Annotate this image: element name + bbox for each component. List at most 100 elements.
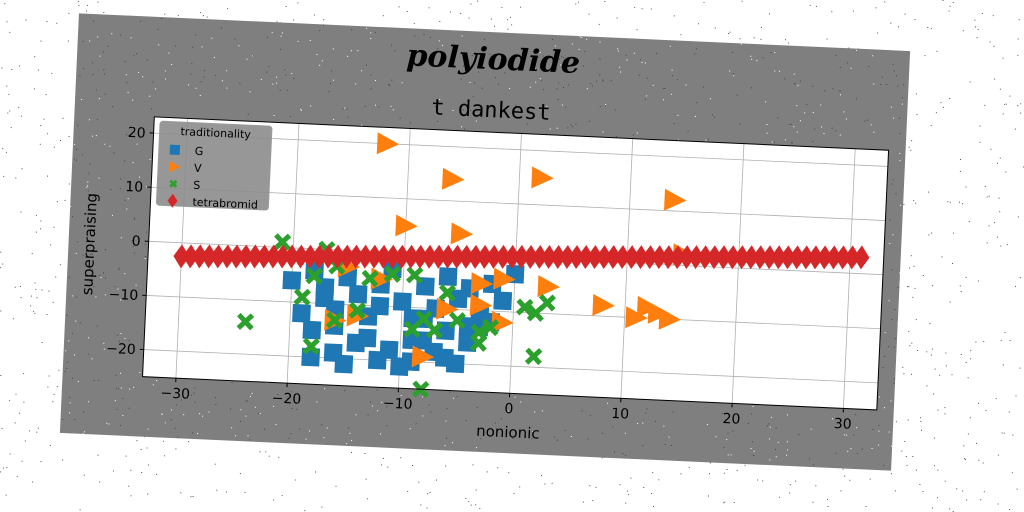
- legend-label-V: V: [194, 162, 203, 175]
- point-tetrabromid: [669, 245, 686, 270]
- y-tick-label: 0: [131, 234, 141, 250]
- point-S: [383, 265, 402, 283]
- point-tetrabromid: [835, 245, 852, 270]
- point-V: [469, 293, 493, 316]
- point-tetrabromid: [504, 244, 521, 269]
- point-V: [346, 304, 370, 327]
- point-S: [403, 320, 421, 338]
- point-V: [442, 167, 465, 190]
- point-S: [405, 266, 424, 284]
- legend-label-G: G: [195, 145, 204, 158]
- point-S: [481, 318, 500, 337]
- point-tetrabromid: [329, 244, 346, 269]
- point-tetrabromid: [292, 244, 309, 269]
- point-tetrabromid: [430, 244, 447, 269]
- point-G: [383, 259, 403, 279]
- grid-line-x: [843, 148, 856, 409]
- point-tetrabromid: [586, 245, 603, 269]
- point-tetrabromid: [283, 244, 300, 269]
- point-S: [305, 267, 324, 285]
- point-tetrabromid: [559, 244, 576, 269]
- point-tetrabromid: [541, 244, 557, 269]
- point-G: [370, 296, 390, 316]
- point-tetrabromid: [173, 244, 190, 269]
- point-tetrabromid: [412, 244, 429, 269]
- point-G: [493, 291, 513, 311]
- point-tetrabromid: [375, 244, 392, 269]
- point-V: [531, 166, 554, 189]
- point-S: [425, 321, 444, 339]
- point-V: [411, 345, 435, 368]
- point-V: [636, 295, 660, 318]
- point-tetrabromid: [798, 245, 815, 270]
- grid-line-y: [143, 349, 879, 384]
- point-tetrabromid: [256, 244, 273, 269]
- point-tetrabromid: [228, 244, 245, 269]
- point-tetrabromid: [789, 245, 806, 270]
- point-S: [538, 294, 556, 312]
- point-V: [491, 310, 514, 333]
- grid-line-y: [151, 186, 886, 221]
- point-V: [395, 214, 418, 237]
- point-G: [282, 270, 302, 290]
- point-S: [348, 301, 367, 320]
- point-tetrabromid: [779, 245, 796, 270]
- point-tetrabromid: [724, 245, 741, 270]
- point-tetrabromid: [632, 245, 649, 270]
- point-S: [524, 347, 543, 366]
- legend-marker-G: [169, 144, 181, 156]
- x-tick-label: 20: [722, 411, 741, 428]
- point-V: [537, 275, 560, 298]
- point-tetrabromid: [706, 245, 723, 270]
- point-tetrabromid: [439, 244, 456, 269]
- point-tetrabromid: [660, 245, 677, 270]
- y-axis-label: superpraising: [78, 193, 101, 296]
- point-V: [376, 132, 400, 155]
- x-axis-label: nonionic: [476, 422, 540, 443]
- point-tetrabromid: [311, 244, 328, 269]
- point-G: [292, 303, 311, 323]
- point-tetrabromid: [237, 244, 254, 269]
- point-tetrabromid: [246, 244, 263, 269]
- point-tetrabromid: [844, 245, 861, 270]
- x-tick-label: 30: [833, 416, 852, 433]
- point-tetrabromid: [550, 244, 567, 269]
- point-tetrabromid: [752, 245, 769, 270]
- point-tetrabromid: [366, 244, 383, 269]
- point-S: [325, 311, 344, 330]
- point-tetrabromid: [642, 245, 659, 270]
- point-tetrabromid: [697, 245, 714, 270]
- grid-line-x: [620, 138, 634, 399]
- point-G: [348, 284, 368, 304]
- point-tetrabromid: [210, 244, 227, 269]
- point-tetrabromid: [495, 244, 512, 269]
- legend-marker-tetrabromid: [167, 193, 178, 208]
- point-tetrabromid: [743, 245, 760, 270]
- point-tetrabromid: [182, 244, 199, 269]
- point-G: [438, 267, 458, 287]
- point-S: [415, 310, 433, 328]
- legend-box: [155, 120, 273, 211]
- legend-label-tetrabromid: tetrabromid: [192, 196, 258, 212]
- point-G: [458, 316, 478, 336]
- point-S: [236, 312, 255, 331]
- point-tetrabromid: [825, 245, 842, 270]
- point-tetrabromid: [513, 244, 530, 269]
- point-tetrabromid: [770, 245, 787, 270]
- point-tetrabromid: [816, 245, 833, 270]
- y-tick-label: 20: [127, 125, 146, 142]
- point-G: [392, 292, 412, 312]
- point-tetrabromid: [522, 244, 539, 269]
- point-tetrabromid: [623, 245, 640, 270]
- point-tetrabromid: [688, 245, 705, 270]
- point-tetrabromid: [201, 244, 218, 269]
- point-tetrabromid: [807, 245, 824, 270]
- point-S: [515, 298, 534, 316]
- point-tetrabromid: [531, 244, 548, 269]
- point-tetrabromid: [485, 244, 502, 269]
- point-tetrabromid: [853, 245, 870, 270]
- point-tetrabromid: [265, 244, 282, 269]
- x-tick-label: 10: [611, 406, 630, 423]
- point-tetrabromid: [568, 244, 585, 269]
